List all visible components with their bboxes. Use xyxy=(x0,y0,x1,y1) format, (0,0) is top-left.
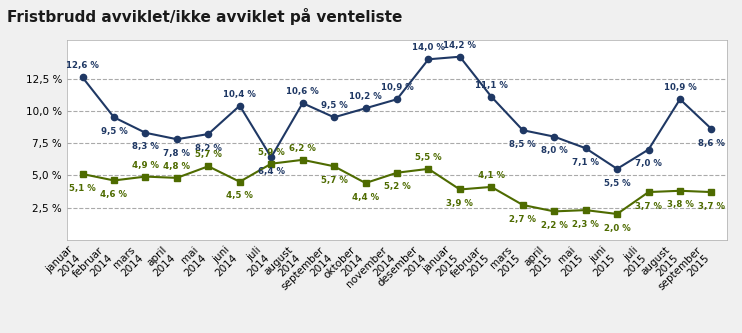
Line: Fristbrudd Avviklet fra venteliste m.rett - Andel: Fristbrudd Avviklet fra venteliste m.ret… xyxy=(79,54,715,172)
Fristbrudd ikke avviklet fra venteliste (på venteliste) xyxy=(675,189,684,193)
Text: 4,5 %: 4,5 % xyxy=(226,191,253,200)
Text: 10,9 %: 10,9 % xyxy=(663,83,696,92)
Text: 4,6 %: 4,6 % xyxy=(100,190,128,199)
Fristbrudd ikke avviklet fra venteliste (på venteliste) xyxy=(424,167,433,171)
Fristbrudd ikke avviklet fra venteliste (på venteliste) xyxy=(204,164,213,168)
Fristbrudd ikke avviklet fra venteliste (på venteliste) xyxy=(78,172,87,176)
Text: 4,8 %: 4,8 % xyxy=(163,162,191,171)
Text: 5,1 %: 5,1 % xyxy=(69,184,96,193)
Fristbrudd Avviklet fra venteliste m.rett - Andel xyxy=(110,115,119,119)
Fristbrudd Avviklet fra venteliste m.rett - Andel xyxy=(329,115,338,119)
Text: 12,6 %: 12,6 % xyxy=(66,61,99,70)
Fristbrudd ikke avviklet fra venteliste (på venteliste) xyxy=(235,180,244,184)
Text: 5,9 %: 5,9 % xyxy=(257,148,285,157)
Text: 6,4 %: 6,4 % xyxy=(257,167,285,176)
Text: 2,0 %: 2,0 % xyxy=(604,224,631,233)
Text: 4,9 %: 4,9 % xyxy=(132,161,159,169)
Fristbrudd ikke avviklet fra venteliste (på venteliste) xyxy=(141,174,150,178)
Fristbrudd ikke avviklet fra venteliste (på venteliste) xyxy=(329,164,338,168)
Fristbrudd Avviklet fra venteliste m.rett - Andel xyxy=(204,132,213,136)
Text: 3,8 %: 3,8 % xyxy=(666,200,694,209)
Text: 2,7 %: 2,7 % xyxy=(509,215,536,224)
Text: 4,1 %: 4,1 % xyxy=(478,171,505,180)
Fristbrudd ikke avviklet fra venteliste (på venteliste) xyxy=(456,187,464,191)
Fristbrudd Avviklet fra venteliste m.rett - Andel xyxy=(613,167,622,171)
Fristbrudd Avviklet fra venteliste m.rett - Andel xyxy=(581,146,590,150)
Fristbrudd Avviklet fra venteliste m.rett - Andel xyxy=(707,127,716,131)
Text: 6,2 %: 6,2 % xyxy=(289,144,316,153)
Text: 10,2 %: 10,2 % xyxy=(349,92,382,101)
Fristbrudd Avviklet fra venteliste m.rett - Andel xyxy=(235,104,244,108)
Text: 8,3 %: 8,3 % xyxy=(132,143,159,152)
Fristbrudd ikke avviklet fra venteliste (på venteliste) xyxy=(266,162,275,166)
Fristbrudd Avviklet fra venteliste m.rett - Andel xyxy=(644,148,653,152)
Text: 14,2 %: 14,2 % xyxy=(444,41,476,50)
Text: 5,2 %: 5,2 % xyxy=(384,182,410,191)
Fristbrudd ikke avviklet fra venteliste (på venteliste) xyxy=(172,176,181,180)
Text: 7,0 %: 7,0 % xyxy=(635,159,662,168)
Text: 8,6 %: 8,6 % xyxy=(698,139,725,148)
Text: 10,6 %: 10,6 % xyxy=(286,87,319,96)
Text: 2,3 %: 2,3 % xyxy=(572,220,599,229)
Fristbrudd Avviklet fra venteliste m.rett - Andel xyxy=(675,97,684,101)
Fristbrudd Avviklet fra venteliste m.rett - Andel xyxy=(456,55,464,59)
Text: 5,7 %: 5,7 % xyxy=(195,150,222,160)
Text: 11,1 %: 11,1 % xyxy=(475,81,508,90)
Fristbrudd ikke avviklet fra venteliste (på venteliste) xyxy=(298,158,307,162)
Text: 3,7 %: 3,7 % xyxy=(635,202,662,211)
Text: 8,5 %: 8,5 % xyxy=(509,140,536,149)
Text: 10,9 %: 10,9 % xyxy=(381,83,413,92)
Fristbrudd Avviklet fra venteliste m.rett - Andel xyxy=(78,75,87,79)
Text: 8,2 %: 8,2 % xyxy=(195,144,222,153)
Text: 7,8 %: 7,8 % xyxy=(163,149,191,158)
Fristbrudd ikke avviklet fra venteliste (på venteliste) xyxy=(550,209,559,213)
Text: 3,9 %: 3,9 % xyxy=(447,199,473,208)
Fristbrudd Avviklet fra venteliste m.rett - Andel xyxy=(519,128,528,132)
Fristbrudd Avviklet fra venteliste m.rett - Andel xyxy=(487,95,496,99)
Fristbrudd ikke avviklet fra venteliste (på venteliste) xyxy=(487,185,496,189)
Fristbrudd ikke avviklet fra venteliste (på venteliste) xyxy=(361,181,370,185)
Text: 14,0 %: 14,0 % xyxy=(412,43,445,52)
Fristbrudd Avviklet fra venteliste m.rett - Andel xyxy=(298,101,307,105)
Text: 5,5 %: 5,5 % xyxy=(604,178,631,187)
Text: 5,5 %: 5,5 % xyxy=(415,153,441,162)
Fristbrudd Avviklet fra venteliste m.rett - Andel xyxy=(172,137,181,141)
Fristbrudd ikke avviklet fra venteliste (på venteliste) xyxy=(707,190,716,194)
Fristbrudd Avviklet fra venteliste m.rett - Andel xyxy=(361,106,370,110)
Text: 7,1 %: 7,1 % xyxy=(572,158,599,167)
Fristbrudd Avviklet fra venteliste m.rett - Andel xyxy=(424,57,433,61)
Fristbrudd Avviklet fra venteliste m.rett - Andel xyxy=(141,131,150,135)
Text: 2,2 %: 2,2 % xyxy=(541,221,568,230)
Fristbrudd ikke avviklet fra venteliste (på venteliste) xyxy=(110,178,119,182)
Fristbrudd Avviklet fra venteliste m.rett - Andel xyxy=(266,155,275,159)
Fristbrudd Avviklet fra venteliste m.rett - Andel xyxy=(393,97,401,101)
Fristbrudd ikke avviklet fra venteliste (på venteliste) xyxy=(581,208,590,212)
Text: 5,7 %: 5,7 % xyxy=(321,176,347,185)
Fristbrudd ikke avviklet fra venteliste (på venteliste) xyxy=(613,212,622,216)
Text: 8,0 %: 8,0 % xyxy=(541,147,568,156)
Text: 4,4 %: 4,4 % xyxy=(352,193,379,202)
Fristbrudd Avviklet fra venteliste m.rett - Andel xyxy=(550,135,559,139)
Text: Fristbrudd avviklet/ikke avviklet på venteliste: Fristbrudd avviklet/ikke avviklet på ven… xyxy=(7,8,403,25)
Text: 3,7 %: 3,7 % xyxy=(698,202,725,211)
Text: 10,4 %: 10,4 % xyxy=(223,90,256,99)
Fristbrudd ikke avviklet fra venteliste (på venteliste) xyxy=(393,171,401,175)
Text: 9,5 %: 9,5 % xyxy=(101,127,128,136)
Fristbrudd ikke avviklet fra venteliste (på venteliste) xyxy=(519,203,528,207)
Text: 9,5 %: 9,5 % xyxy=(321,101,347,110)
Line: Fristbrudd ikke avviklet fra venteliste (på venteliste): Fristbrudd ikke avviklet fra venteliste … xyxy=(79,157,715,217)
Fristbrudd ikke avviklet fra venteliste (på venteliste) xyxy=(644,190,653,194)
